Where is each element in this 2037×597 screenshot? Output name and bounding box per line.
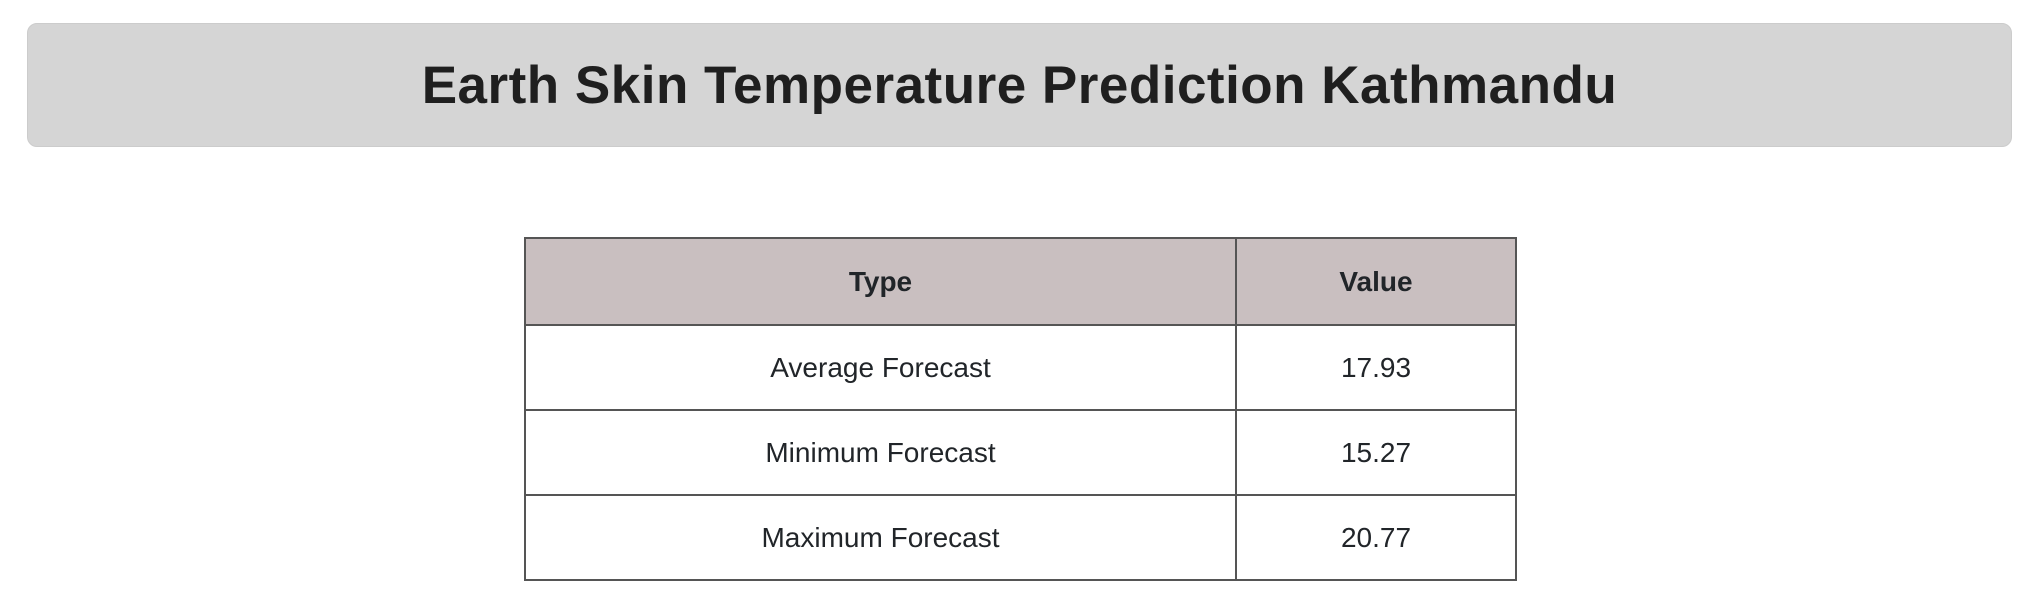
table-row-maximum: Maximum Forecast 20.77 [524, 494, 1517, 581]
forecast-table: Type Value Average Forecast 17.93 Minimu… [524, 237, 1517, 581]
table-row-minimum: Minimum Forecast 15.27 [524, 409, 1517, 496]
forecast-table-header: Type Value [524, 237, 1517, 326]
table-header-row: Type Value [524, 237, 1517, 326]
cell-maximum-type: Maximum Forecast [524, 494, 1237, 581]
page-title: Earth Skin Temperature Prediction Kathma… [421, 55, 1618, 115]
table-row-average: Average Forecast 17.93 [524, 324, 1517, 411]
cell-minimum-value: 15.27 [1235, 409, 1517, 496]
column-header-type: Type [524, 237, 1237, 326]
forecast-table-body: Average Forecast 17.93 Minimum Forecast … [524, 324, 1517, 581]
cell-minimum-type: Minimum Forecast [524, 409, 1237, 496]
cell-average-value: 17.93 [1235, 324, 1517, 411]
cell-average-type: Average Forecast [524, 324, 1237, 411]
cell-maximum-value: 20.77 [1235, 494, 1517, 581]
column-header-value: Value [1235, 237, 1517, 326]
title-banner: Earth Skin Temperature Prediction Kathma… [27, 23, 2012, 147]
